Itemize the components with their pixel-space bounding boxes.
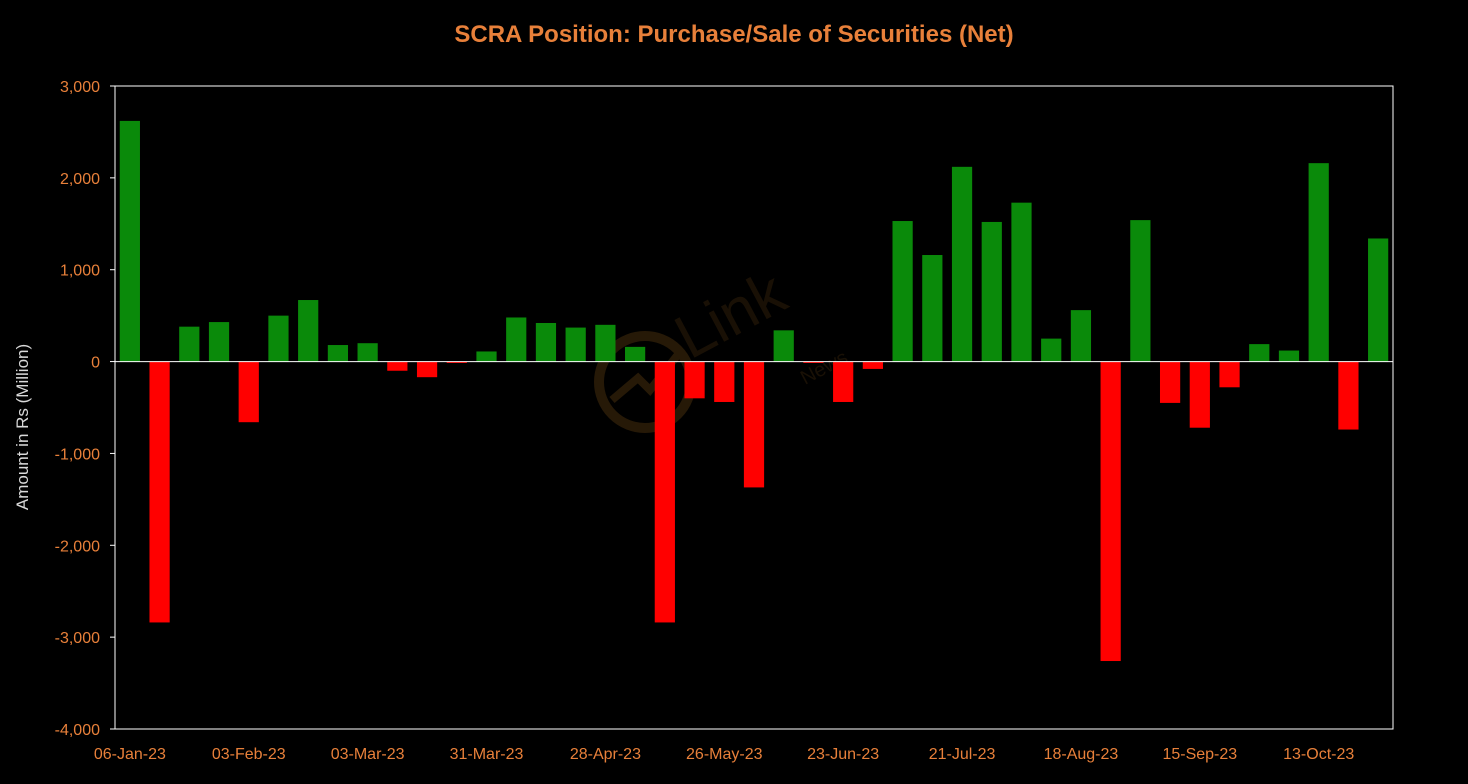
bar-23-Jun-23 xyxy=(833,361,854,402)
bar-13-Jan-23 xyxy=(149,361,170,623)
bar-13-Oct-23 xyxy=(1308,163,1329,362)
bar-21-Apr-23 xyxy=(565,327,586,362)
bar-16-Jun-23 xyxy=(803,361,824,363)
chart-title: SCRA Position: Purchase/Sale of Securiti… xyxy=(454,21,1013,48)
x-tick-label: 13-Oct-23 xyxy=(1283,746,1354,763)
bar-29-Sep-23 xyxy=(1249,344,1270,362)
y-tick-label: 2,000 xyxy=(60,171,100,188)
bar-series xyxy=(119,120,1389,662)
bar-17-Feb-23 xyxy=(298,300,319,362)
y-tick-label: 0 xyxy=(91,355,100,372)
y-tick-label: -3,000 xyxy=(55,630,100,647)
x-tick-label: 28-Apr-23 xyxy=(570,746,641,763)
x-tick-label: 15-Sep-23 xyxy=(1162,746,1237,763)
x-tick-label: 03-Mar-23 xyxy=(331,746,405,763)
bar-20-Jan-23 xyxy=(179,326,200,362)
bar-17-Mar-23 xyxy=(416,361,438,378)
bar-06-Jan-23 xyxy=(119,120,140,362)
bar-26-May-23 xyxy=(714,361,735,402)
y-tick-label: -2,000 xyxy=(55,538,100,555)
x-tick-label: 23-Jun-23 xyxy=(807,746,879,763)
bar-14-Jul-23 xyxy=(922,255,943,362)
bar-19-May-23 xyxy=(684,361,705,399)
plot-area xyxy=(114,85,1394,730)
y-tick-label: -4,000 xyxy=(55,722,100,739)
x-tick-label: 03-Feb-23 xyxy=(212,746,286,763)
bar-20-Oct-23 xyxy=(1338,361,1359,430)
bar-14-Apr-23 xyxy=(535,322,557,362)
bar-12-May-23 xyxy=(654,361,675,623)
bar-03-Feb-23 xyxy=(238,361,259,423)
bar-24-Feb-23 xyxy=(327,345,349,362)
x-tick-label: 26-May-23 xyxy=(686,746,763,763)
x-axis: 06-Jan-23 03-Feb-23 03-Mar-23 31-Mar-23 28-A… xyxy=(94,746,1355,763)
bar-31-Mar-23 xyxy=(476,351,497,362)
bar-25-Aug-23 xyxy=(1100,361,1121,662)
bar-06-Oct-23 xyxy=(1278,350,1300,362)
watermark: Link News xyxy=(594,258,852,433)
bar-27-Jan-23 xyxy=(208,322,230,362)
bar-10-Mar-23 xyxy=(387,361,408,371)
bar-01-Sep-23 xyxy=(1130,220,1151,362)
bar-28-Apr-23 xyxy=(595,324,616,362)
bar-27-Oct-23 xyxy=(1368,238,1389,362)
bar-18-Aug-23 xyxy=(1070,310,1092,362)
bar-04-Aug-23 xyxy=(1011,202,1032,362)
bar-09-Jun-23 xyxy=(773,330,794,362)
bar-30-Jun-23 xyxy=(862,361,883,369)
bar-03-Mar-23 xyxy=(357,343,378,362)
bar-11-Aug-23 xyxy=(1041,338,1062,362)
y-tick-label: 3,000 xyxy=(60,79,100,96)
bar-08-Sep-23 xyxy=(1159,361,1181,403)
y-tick-label: -1,000 xyxy=(55,446,100,463)
x-tick-label: 18-Aug-23 xyxy=(1044,746,1119,763)
bar-10-Feb-23 xyxy=(268,315,289,362)
bar-21-Jul-23 xyxy=(951,166,973,362)
y-axis: 3,000 2,000 1,000 0 -1,000 -2,000 -3,000 -4,000 xyxy=(55,79,115,739)
bar-24-Mar-23 xyxy=(446,361,467,363)
y-axis-label: Amount in Rs (Million) xyxy=(13,344,32,510)
bar-02-Jun-23 xyxy=(743,361,765,488)
bar-22-Sep-23 xyxy=(1219,361,1240,388)
x-tick-label: 21-Jul-23 xyxy=(929,746,996,763)
bar-05-May-23 xyxy=(625,346,646,362)
bar-07-Apr-23 xyxy=(506,317,527,362)
bar-15-Sep-23 xyxy=(1189,361,1210,428)
bar-07-Jul-23 xyxy=(892,221,913,362)
bar-28-Jul-23 xyxy=(981,221,1002,362)
y-tick-label: 1,000 xyxy=(60,263,100,280)
x-tick-label: 31-Mar-23 xyxy=(450,746,524,763)
x-tick-label: 06-Jan-23 xyxy=(94,746,166,763)
